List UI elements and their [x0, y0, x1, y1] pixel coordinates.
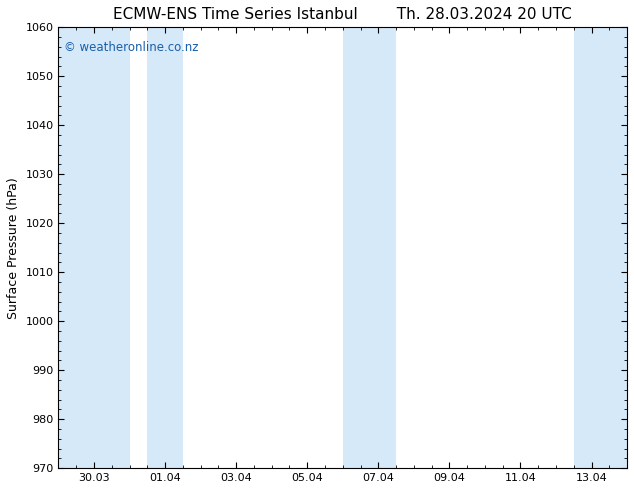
Y-axis label: Surface Pressure (hPa): Surface Pressure (hPa): [7, 177, 20, 318]
Bar: [574, 27, 627, 468]
Bar: [58, 27, 129, 468]
Bar: [147, 27, 183, 468]
Bar: [343, 27, 396, 468]
Text: © weatheronline.co.nz: © weatheronline.co.nz: [64, 41, 198, 53]
Title: ECMW-ENS Time Series Istanbul        Th. 28.03.2024 20 UTC: ECMW-ENS Time Series Istanbul Th. 28.03.…: [113, 7, 572, 22]
